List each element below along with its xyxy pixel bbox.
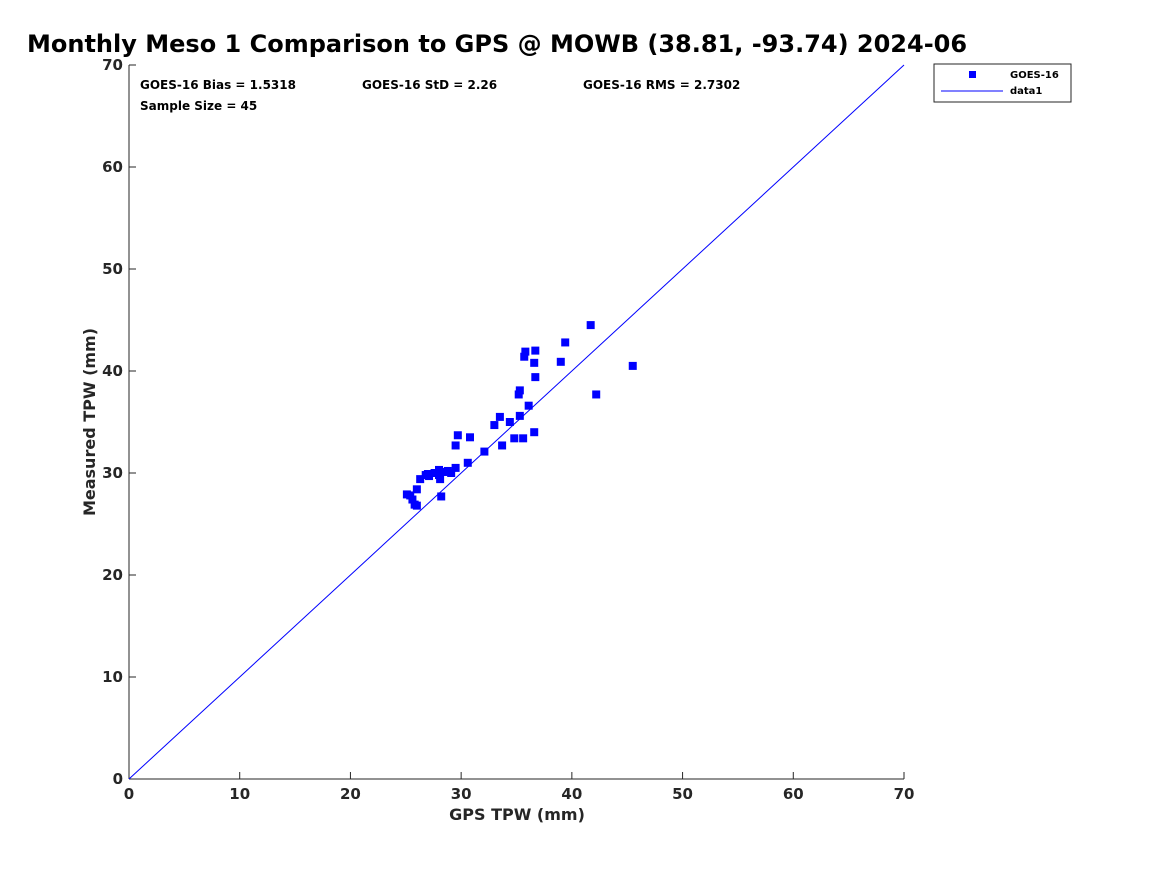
data-point [531,373,540,382]
data-point [561,338,570,347]
x-tick-label: 30 [451,785,472,803]
sample-size-annotation: Sample Size = 45 [140,99,257,113]
data-point [406,491,415,500]
data-point [480,447,489,456]
y-axis-label: Measured TPW (mm) [80,328,99,516]
data-point [423,470,432,479]
data-point [530,428,539,437]
data-point [408,495,417,504]
y-tick-label: 60 [102,158,123,176]
y-tick-label: 0 [113,770,123,788]
data-point [520,352,529,361]
y-tick-label: 30 [102,464,123,482]
data-point [453,431,462,440]
data-point [466,433,474,442]
data-point [490,421,499,430]
data-point [495,412,504,421]
y-tick-label: 10 [102,668,123,686]
data-point [530,358,539,367]
legend: GOES-16 data1 [933,63,1072,103]
legend-label-data1: data1 [1010,86,1042,97]
data-point [430,469,439,477]
legend-marker-goes16 [969,71,976,78]
x-tick-label: 70 [894,785,915,803]
rms-annotation: GOES-16 RMS = 2.7302 [583,78,740,92]
series-line-data1 [128,64,905,780]
x-tick-label: 60 [783,785,804,803]
data-point [514,390,523,399]
data-point [437,492,446,501]
data-point [556,357,565,366]
data-point [519,434,528,443]
data-point [412,501,421,510]
bias-annotation: GOES-16 Bias = 1.5318 [140,78,296,92]
y-tick-label: 50 [102,260,123,278]
axis-ticks: 0 10 20 30 40 50 60 70 0 10 20 30 40 50 60 70 [102,56,914,803]
data-point [436,475,445,484]
data-point [531,346,540,355]
data-point [451,463,460,472]
chart-title: Monthly Meso 1 Comparison to GPS @ MOWB … [27,30,967,58]
data-point [416,475,425,484]
data-point [463,458,472,467]
x-tick-label: 40 [561,785,582,803]
legend-box [933,63,1072,103]
data-point [498,441,507,450]
data-point [412,485,421,494]
legend-label-goes16: GOES-16 [1010,70,1059,81]
data-point [435,471,443,480]
data-point [521,347,530,356]
data-point [510,434,519,443]
data-point [435,465,443,474]
data-point [586,321,595,330]
data-point [451,441,460,450]
std-annotation: GOES-16 StD = 2.26 [362,78,497,92]
reference-line-layer [128,64,905,780]
x-tick-label: 10 [229,785,250,803]
y-tick-label: 40 [102,362,123,380]
data-point [515,411,524,420]
x-axis-label: GPS TPW (mm) [449,805,585,824]
y-tick-label: 70 [102,56,123,74]
data-point [592,390,601,399]
data-point [524,401,533,410]
data-point [439,467,448,476]
scatter-layer [402,321,637,510]
data-point [628,361,637,370]
y-tick-label: 20 [102,566,123,584]
data-point [447,469,456,477]
x-tick-label: 50 [672,785,693,803]
data-point [505,418,514,426]
x-tick-label: 0 [124,785,134,803]
data-point [515,386,524,395]
x-tick-label: 20 [340,785,361,803]
